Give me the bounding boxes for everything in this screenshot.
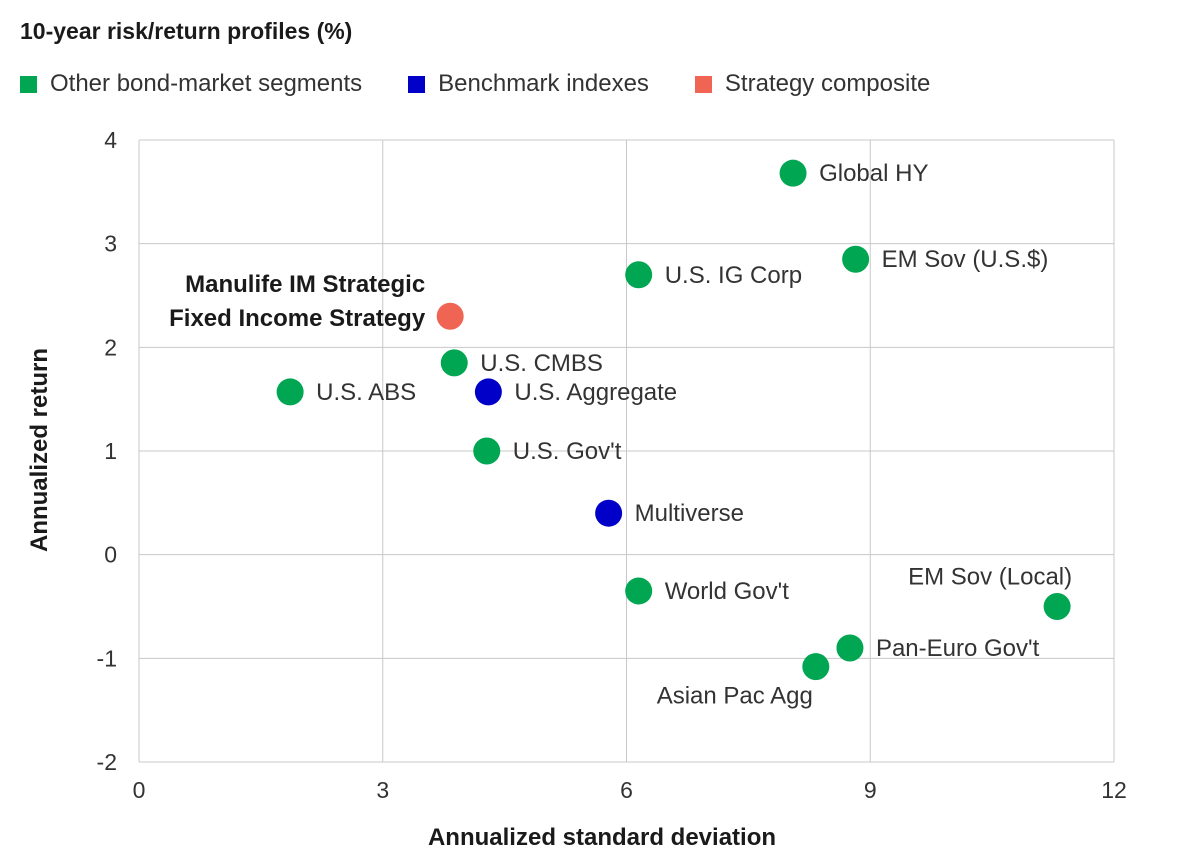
y-tick-label: 2 — [104, 334, 117, 360]
x-tick-label: 3 — [376, 777, 389, 803]
point-label: U.S. Aggregate — [514, 379, 677, 406]
y-axis-title: Annualized return — [26, 348, 53, 552]
point-label: Asian Pac Agg — [657, 683, 813, 710]
x-tick-label: 9 — [864, 777, 877, 803]
y-tick-label: 1 — [104, 438, 117, 464]
data-point — [842, 245, 870, 273]
legend-swatch-strategy — [694, 75, 712, 93]
legend-swatch-benchmark — [408, 75, 426, 93]
y-tick-label: 3 — [104, 231, 117, 257]
y-tick-label: -1 — [97, 645, 117, 671]
point-labels: Global HY EM Sov (U.S.$) U.S. IG Corp Manul… — [169, 160, 1072, 709]
legend-item-benchmark: Benchmark indexes — [408, 70, 649, 98]
y-tick-label: 4 — [104, 127, 117, 153]
point-label: Manulife IM Strategic Fixed Income Strate… — [169, 271, 426, 332]
data-point — [802, 653, 830, 681]
y-tick-label: 0 — [104, 542, 117, 568]
data-point — [474, 378, 502, 406]
legend-label-benchmark: Benchmark indexes — [438, 70, 649, 97]
data-point — [625, 577, 653, 605]
data-point — [440, 349, 468, 377]
data-point — [779, 159, 807, 187]
point-label: Pan-Euro Gov't — [876, 635, 1040, 662]
data-point — [595, 499, 623, 527]
data-point — [436, 302, 464, 330]
point-label: U.S. CMBS — [480, 350, 603, 377]
point-label: Global HY — [819, 160, 928, 187]
y-tick-label: -2 — [97, 749, 117, 775]
data-point — [276, 378, 304, 406]
point-label: EM Sov (Local) — [908, 564, 1072, 591]
legend-item-strategy: Strategy composite — [694, 70, 931, 98]
point-label: U.S. IG Corp — [665, 262, 802, 289]
x-tick-label: 12 — [1101, 777, 1127, 803]
data-point — [836, 634, 864, 662]
data-point — [625, 261, 653, 289]
chart-title: 10-year risk/return profiles (%) — [20, 18, 353, 44]
grid-lines — [138, 139, 1115, 763]
legend-swatch-other — [20, 75, 37, 93]
point-label: U.S. Gov't — [513, 438, 622, 465]
data-points — [276, 159, 1071, 681]
point-label: EM Sov (U.S.$) — [882, 246, 1049, 273]
legend-label-other: Other bond-market segments — [50, 70, 363, 97]
legend-label-strategy: Strategy composite — [724, 70, 931, 97]
point-label: Multiverse — [635, 500, 744, 527]
data-point — [473, 437, 501, 465]
data-point — [1043, 593, 1071, 620]
point-label: U.S. ABS — [316, 379, 416, 406]
x-axis-title: Annualized standard deviation — [428, 824, 776, 851]
x-tick-label: 6 — [620, 777, 633, 803]
legend: Other bond-market segments Benchmark ind… — [20, 70, 976, 98]
x-tick-label: 0 — [133, 777, 146, 803]
point-label: World Gov't — [665, 578, 790, 605]
legend-item-other: Other bond-market segments — [20, 70, 362, 98]
